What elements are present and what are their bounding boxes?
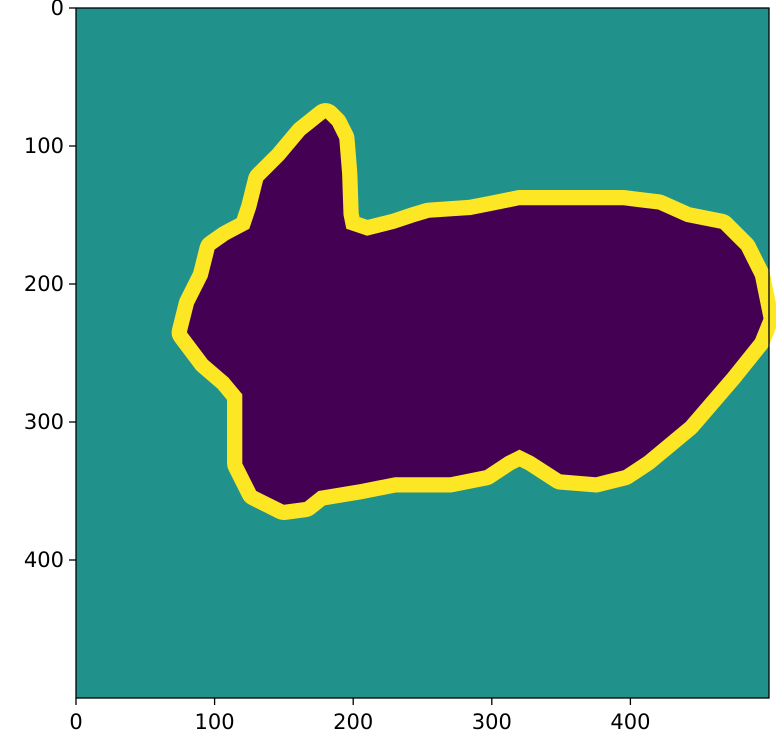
y-tick-label: 200 xyxy=(24,272,64,296)
plot-area xyxy=(75,7,776,699)
axes-frame xyxy=(75,7,770,699)
x-tick-label: 300 xyxy=(472,710,512,734)
interior-region xyxy=(186,118,764,505)
x-tick-label: 200 xyxy=(333,710,373,734)
y-tick-label: 400 xyxy=(24,548,64,572)
y-tick-label: 0 xyxy=(51,0,64,20)
x-axis: 0 100 200 300 400 xyxy=(69,698,650,734)
x-tick-label: 0 xyxy=(69,710,82,734)
y-tick-label: 100 xyxy=(24,134,64,158)
x-tick-label: 100 xyxy=(195,710,235,734)
x-tick-label: 400 xyxy=(610,710,650,734)
y-tick-label: 300 xyxy=(24,410,64,434)
y-axis: 0 100 200 300 400 xyxy=(24,0,76,572)
